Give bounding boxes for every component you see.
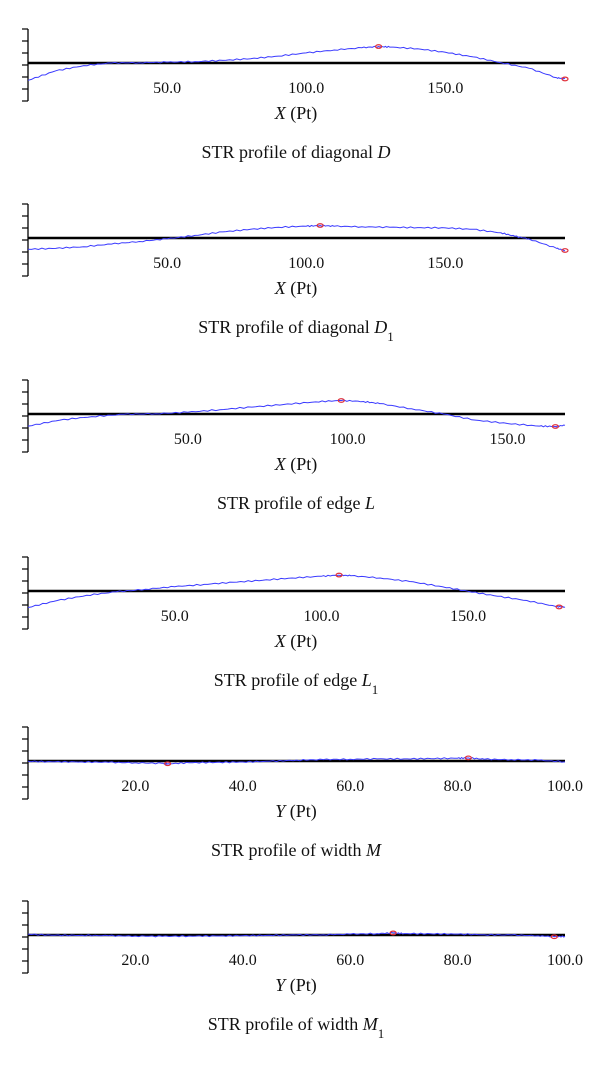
x-axis-label: X (Pt) <box>274 631 318 652</box>
x-axis-label: X (Pt) <box>274 454 318 475</box>
x-tick-label: 80.0 <box>444 952 472 969</box>
panel-title: STR profile of edge L <box>217 493 375 513</box>
panel-title-text: STR profile of edge <box>217 493 365 513</box>
panel-title-variable: L <box>364 493 375 513</box>
panel-title: STR profile of diagonal D1 <box>198 317 393 344</box>
x-axis-unit: (Pt) <box>286 103 318 124</box>
x-tick-label: 100.0 <box>288 80 324 97</box>
extremum-marker <box>551 424 560 429</box>
extremum-marker <box>561 248 569 253</box>
panel-title: STR profile of width M1 <box>208 1014 385 1041</box>
panel-title-subscript: 1 <box>387 329 394 344</box>
profile-line <box>27 756 566 766</box>
x-axis-variable: X <box>274 278 287 298</box>
panel-title-text: STR profile of width <box>211 840 366 860</box>
x-axis-variable: X <box>274 103 287 123</box>
x-axis-unit: (Pt) <box>286 454 318 475</box>
panel-title-text: STR profile of diagonal <box>198 317 374 337</box>
panel-title-subscript: 1 <box>372 682 379 697</box>
x-tick-label: 50.0 <box>174 431 202 448</box>
profile-panel: 20.0 40.0 60.0 80.0 100.0 Y (Pt) STR profile o… <box>22 726 583 860</box>
x-axis-label: Y (Pt) <box>275 801 317 822</box>
x-tick-label: 150.0 <box>489 431 525 448</box>
x-axis-unit: (Pt) <box>285 801 317 822</box>
extremum-marker <box>164 761 172 767</box>
extremum-marker <box>316 223 324 228</box>
panel-title: STR profile of edge L1 <box>214 670 378 697</box>
profile-line <box>27 399 566 428</box>
panel-title: STR profile of diagonal D <box>202 142 391 162</box>
profile-panel: 50.0 100.0 150.0 X (Pt) STR profile of diago… <box>22 28 569 162</box>
extremum-marker <box>335 572 343 578</box>
profile-panel: 50.0 100.0 150.0 X (Pt) STR profile of edge … <box>22 556 566 697</box>
x-tick-label: 100.0 <box>330 431 366 448</box>
x-tick-label: 100.0 <box>547 952 583 969</box>
x-tick-label: 60.0 <box>336 778 364 795</box>
x-tick-label: 60.0 <box>336 952 364 969</box>
profile-line <box>27 224 566 252</box>
x-tick-label: 20.0 <box>121 778 149 795</box>
extremum-marker <box>550 934 558 940</box>
profile-line <box>27 931 566 938</box>
x-tick-label: 100.0 <box>303 608 339 625</box>
x-axis-unit: (Pt) <box>285 975 317 996</box>
panel-title-variable: M <box>365 840 382 860</box>
profile-panel: 50.0 100.0 150.0 X (Pt) STR profile of diago… <box>22 203 569 344</box>
x-tick-label: 100.0 <box>547 778 583 795</box>
panel-title-variable: D <box>373 317 387 337</box>
extremum-marker <box>464 755 472 761</box>
x-tick-label: 50.0 <box>153 80 181 97</box>
profile-line <box>27 45 566 81</box>
profile-line <box>27 574 566 608</box>
extremum-marker <box>337 398 345 403</box>
x-tick-label: 150.0 <box>427 80 463 97</box>
x-tick-label: 100.0 <box>288 255 324 272</box>
x-tick-label: 150.0 <box>450 608 486 625</box>
x-axis-label: Y (Pt) <box>275 975 317 996</box>
x-axis-label: X (Pt) <box>274 278 318 299</box>
panel-title-variable: D <box>376 142 390 162</box>
extremum-marker <box>374 44 383 49</box>
panel-title-variable: L <box>361 670 372 690</box>
panel-title-text: STR profile of diagonal <box>202 142 378 162</box>
x-axis-label: X (Pt) <box>274 103 318 124</box>
x-axis-unit: (Pt) <box>286 631 318 652</box>
x-axis-variable: Y <box>275 975 287 995</box>
x-tick-label: 50.0 <box>153 255 181 272</box>
x-axis-variable: Y <box>275 801 287 821</box>
x-tick-label: 50.0 <box>161 608 189 625</box>
panel-title-variable: M <box>362 1014 379 1034</box>
x-tick-label: 40.0 <box>229 952 257 969</box>
panel-title-subscript: 1 <box>378 1026 385 1041</box>
profile-panel: 50.0 100.0 150.0 X (Pt) STR profile of edge … <box>22 379 566 513</box>
extremum-marker <box>555 604 563 610</box>
extremum-marker <box>389 930 397 936</box>
panel-title-text: STR profile of edge <box>214 670 362 690</box>
x-axis-variable: X <box>274 454 287 474</box>
x-tick-label: 20.0 <box>121 952 149 969</box>
x-tick-label: 40.0 <box>229 778 257 795</box>
extremum-marker <box>561 76 569 82</box>
profile-panel: 20.0 40.0 60.0 80.0 100.0 Y (Pt) STR profile o… <box>22 900 583 1041</box>
x-axis-variable: X <box>274 631 287 651</box>
x-tick-label: 80.0 <box>444 778 472 795</box>
x-axis-unit: (Pt) <box>286 278 318 299</box>
panel-title: STR profile of width M <box>211 840 382 860</box>
panel-title-text: STR profile of width <box>208 1014 363 1034</box>
x-tick-label: 150.0 <box>427 255 463 272</box>
